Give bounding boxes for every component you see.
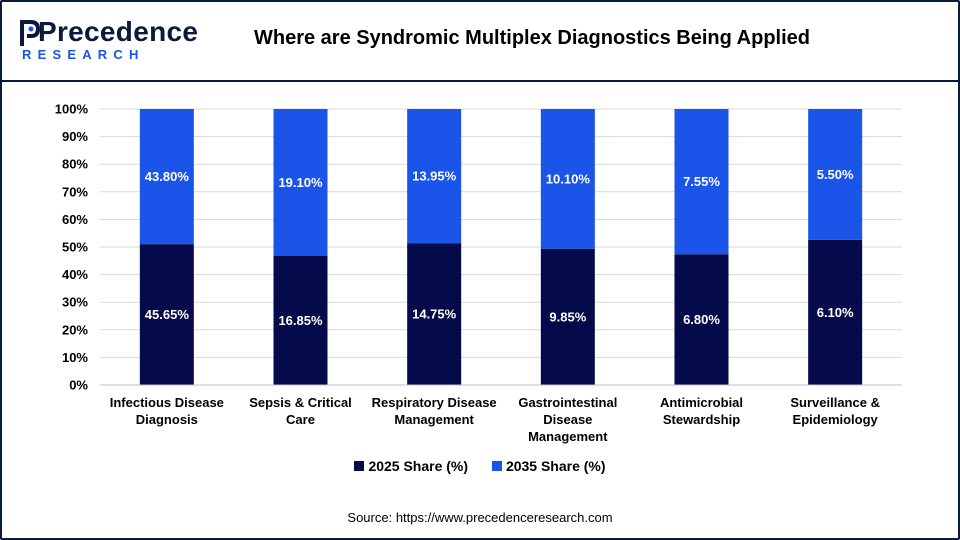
data-label-2025: 9.85% (549, 309, 586, 324)
legend-item-2025: 2025 Share (%) (354, 458, 468, 474)
y-tick-label: 10% (62, 350, 88, 365)
bar-2025 (139, 244, 194, 385)
data-label-2035: 43.80% (145, 169, 190, 184)
bar-2035 (407, 109, 462, 244)
data-label-2035: 13.95% (412, 169, 457, 184)
bar-2025 (808, 239, 863, 385)
chart-title: Where are Syndromic Multiplex Diagnostic… (253, 27, 811, 49)
header: Precedence RESEARCH Where are Syndromic … (2, 2, 958, 82)
logo-subtitle: RESEARCH (22, 47, 145, 62)
y-tick-label: 70% (62, 184, 88, 199)
data-label-2025: 16.85% (278, 313, 323, 328)
x-category-label: Respiratory Disease Management (372, 395, 497, 427)
y-tick-label: 60% (62, 212, 88, 227)
data-label-2025: 45.65% (145, 307, 190, 322)
data-label-2035: 19.10% (278, 175, 323, 190)
precedence-research-logo: Precedence RESEARCH (20, 16, 198, 66)
y-tick-label: 50% (62, 240, 88, 255)
data-label-2035: 10.10% (546, 171, 591, 186)
x-category-label: Antimicrobial Stewardship (660, 395, 743, 427)
data-label-2035: 7.55% (683, 174, 720, 189)
source-note: Source: https://www.precedenceresearch.c… (347, 510, 613, 525)
y-tick-label: 0% (69, 378, 88, 393)
bar-2035 (808, 109, 863, 240)
bar-2035 (540, 109, 595, 249)
bar-2025 (540, 248, 595, 385)
legend-swatch-2035 (491, 461, 502, 471)
y-tick-label: 40% (62, 267, 88, 282)
data-label-2025: 6.10% (817, 305, 854, 320)
bar-2035 (273, 109, 328, 256)
logo-wordmark: Precedence (38, 16, 199, 47)
legend: 2025 Share (%) 2035 Share (%) (0, 458, 960, 474)
bar-2025 (674, 254, 729, 385)
bar-2035 (674, 109, 729, 255)
x-category-label: Surveillance & Epidemiology (790, 395, 880, 427)
y-tick-label: 20% (62, 322, 88, 337)
data-label-2025: 6.80% (683, 312, 720, 327)
logo-mark-icon (20, 20, 40, 46)
legend-swatch-2025 (354, 461, 365, 471)
x-category-label: Infectious Disease Diagnosis (110, 395, 224, 427)
y-tick-label: 30% (62, 295, 88, 310)
x-category-label: Sepsis & Critical Care (249, 395, 352, 427)
data-label-2025: 14.75% (412, 307, 457, 322)
x-category-label: Gastrointestinal Disease Management (518, 395, 617, 444)
y-tick-label: 100% (55, 102, 89, 117)
legend-item-2035: 2035 Share (%) (491, 458, 606, 474)
y-tick-label: 90% (62, 129, 88, 144)
legend-label-2035: 2035 Share (%) (505, 458, 606, 474)
stacked-bar-chart: 0% 10% 20% 30% 40% 50% 60% 70% 80% 90% 100% 45.65% 4… (55, 102, 902, 444)
data-label-2035: 5.50% (817, 167, 854, 182)
bar-2035 (139, 109, 194, 245)
legend-label-2025: 2025 Share (%) (368, 458, 469, 474)
bar-2025 (407, 243, 462, 385)
bar-2025 (273, 255, 328, 385)
y-tick-label: 80% (62, 157, 88, 172)
